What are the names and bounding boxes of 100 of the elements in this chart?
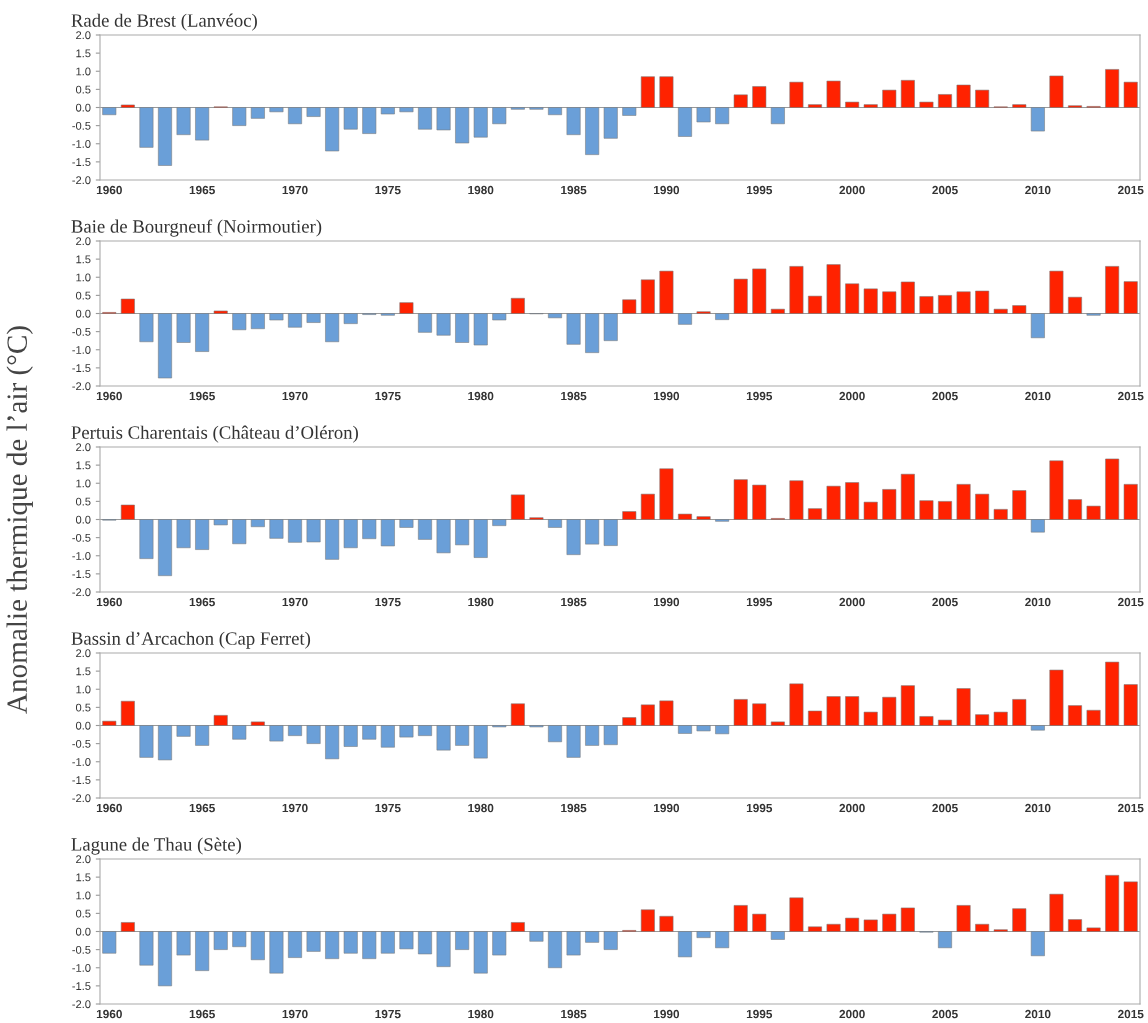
y-tick-label: -1.5 — [72, 364, 91, 373]
y-tick-label: 1.5 — [76, 667, 91, 676]
bar — [640, 704, 655, 726]
bar — [343, 931, 358, 954]
bar — [938, 295, 952, 314]
bar — [603, 931, 618, 950]
bar — [380, 107, 395, 115]
x-tick-label: 2010 — [1025, 803, 1051, 813]
bar — [1123, 281, 1138, 314]
y-tick-label: 1.5 — [76, 461, 91, 470]
bar — [102, 931, 117, 954]
bar — [548, 725, 562, 743]
bar — [956, 84, 971, 108]
y-tick-label: 2.0 — [76, 31, 91, 40]
y-tick-label: 0.0 — [75, 103, 91, 112]
x-tick-label: 1985 — [561, 597, 587, 607]
x-tick-label: 1985 — [561, 185, 587, 195]
bar — [399, 107, 414, 113]
bar — [1105, 69, 1120, 108]
bar — [975, 923, 990, 932]
bar — [306, 313, 321, 323]
bar — [473, 519, 488, 558]
bar — [455, 519, 470, 546]
bar — [176, 107, 191, 135]
x-tick-label: 2000 — [839, 1009, 865, 1019]
bar — [492, 519, 507, 526]
bar — [288, 313, 302, 328]
bar — [1049, 460, 1064, 520]
x-tick-label: 2005 — [932, 391, 958, 401]
bar — [863, 501, 878, 520]
bar — [1012, 490, 1027, 520]
bar — [1068, 705, 1082, 726]
y-tick-label: 0.5 — [75, 291, 91, 300]
bar — [863, 711, 878, 726]
y-tick-label: 1.0 — [76, 685, 91, 694]
y-tick-label: -1.0 — [72, 964, 91, 972]
x-tick-label: 2010 — [1025, 597, 1051, 607]
bar — [510, 298, 525, 314]
x-tick-label: 1965 — [189, 1009, 215, 1019]
y-tick-label: 0.0 — [75, 927, 91, 936]
bar — [659, 468, 674, 520]
bar — [956, 905, 971, 932]
bar — [455, 931, 470, 950]
bar — [882, 696, 897, 726]
bar — [418, 931, 432, 955]
x-tick-label: 1990 — [654, 597, 680, 607]
bar — [399, 725, 414, 738]
x-tick-label: 2005 — [932, 185, 958, 195]
bar — [232, 725, 247, 740]
bar — [640, 909, 655, 932]
bar — [1123, 484, 1138, 520]
bar — [213, 931, 228, 950]
y-tick-label: 2.0 — [76, 855, 91, 864]
y-tick-label: -2.0 — [72, 176, 91, 185]
y-tick-label: -1.0 — [72, 552, 91, 560]
bar — [418, 725, 432, 736]
chart-title: Pertuis Charentais (Château d’Oléron) — [71, 425, 358, 443]
bar — [789, 897, 804, 932]
bar — [603, 313, 618, 341]
y-tick-label: 1.5 — [76, 255, 91, 264]
bar — [956, 688, 971, 726]
bar — [288, 107, 302, 125]
x-tick-label: 1995 — [746, 391, 773, 401]
bar — [510, 703, 525, 726]
bar — [882, 89, 897, 108]
bar — [362, 107, 377, 134]
bar — [455, 107, 470, 144]
x-tick-label: 1985 — [561, 803, 587, 813]
bar — [975, 714, 990, 726]
bar — [250, 313, 265, 330]
bar — [418, 313, 432, 333]
bar — [213, 715, 228, 726]
bar — [139, 725, 154, 758]
bar — [195, 519, 210, 550]
x-tick-label: 2010 — [1025, 1009, 1051, 1019]
bar — [696, 931, 711, 938]
bar — [585, 313, 600, 353]
bar — [900, 281, 915, 314]
bar — [845, 696, 860, 726]
bar — [863, 288, 878, 314]
bar — [993, 509, 1008, 520]
bar — [139, 107, 154, 148]
bar — [399, 302, 414, 314]
bar — [1123, 881, 1138, 932]
x-tick-label: 1970 — [282, 185, 308, 195]
bar — [919, 500, 934, 520]
bar — [975, 89, 990, 108]
y-tick-label: -2.0 — [72, 1000, 91, 1009]
x-tick-label: 1975 — [375, 803, 401, 813]
bar — [696, 725, 711, 732]
y-axis-title: Anomalie thermique de l’air (°C) — [6, 326, 33, 714]
y-tick-label: -1.0 — [72, 346, 91, 354]
x-tick-label: 1970 — [282, 391, 308, 401]
x-tick-label: 1990 — [654, 1009, 680, 1019]
y-tick-label: 2.0 — [76, 649, 91, 658]
bar — [250, 721, 265, 726]
bar — [306, 725, 321, 744]
bar — [158, 725, 172, 761]
bar — [826, 923, 841, 932]
bar — [1012, 908, 1027, 932]
